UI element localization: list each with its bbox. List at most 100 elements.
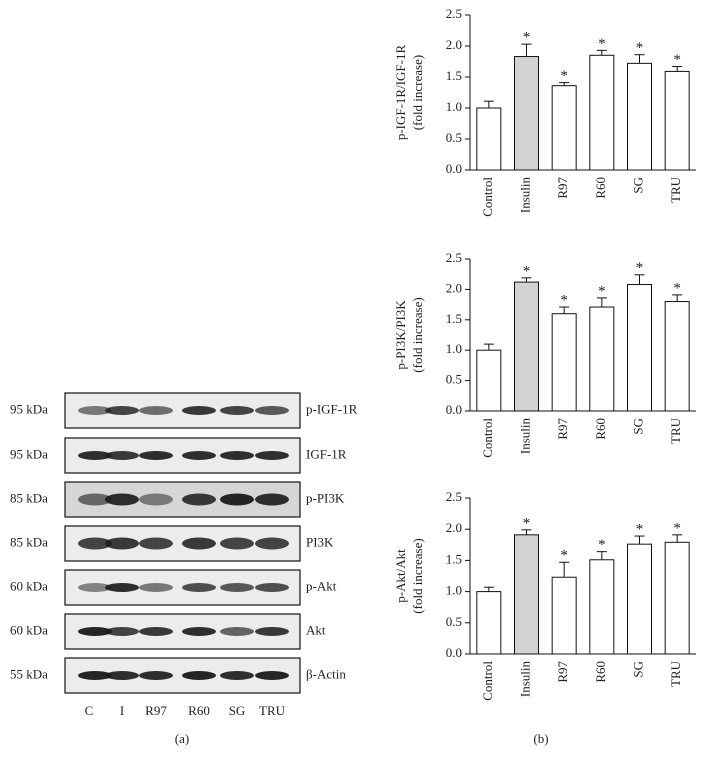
bar — [514, 534, 539, 655]
y-tick-label: 0.0 — [446, 402, 462, 417]
x-tick-label: Insulin — [517, 661, 532, 698]
x-tick-label: R97 — [555, 418, 570, 440]
significance-marker: * — [523, 515, 531, 531]
x-tick-label: Control — [480, 661, 495, 701]
significance-marker: * — [598, 283, 606, 299]
lane-label: TRU — [259, 703, 286, 718]
y-tick-label: 1.0 — [446, 583, 462, 598]
blot-band — [182, 537, 216, 550]
bar — [476, 107, 502, 171]
blot-band — [220, 451, 254, 460]
blot-band — [105, 583, 139, 592]
y-tick-label: 2.0 — [446, 37, 462, 52]
y-axis-label: (fold increase) — [410, 55, 425, 130]
blot-size-label: 95 kDa — [10, 401, 48, 416]
blot-band — [255, 537, 289, 550]
blot-band — [78, 493, 112, 506]
y-tick-label: 1.5 — [446, 311, 462, 326]
blot-band — [255, 406, 289, 415]
blot-protein-label: PI3K — [306, 534, 334, 549]
blot-band — [78, 671, 112, 680]
blot-protein-label: p-IGF-1R — [306, 401, 358, 416]
blot-band — [182, 583, 216, 592]
bar — [627, 62, 652, 171]
y-axis-label: p-Akt/Akt — [393, 549, 408, 603]
bar — [514, 56, 539, 171]
blot-band — [182, 493, 216, 506]
blot-protein-label: IGF-1R — [306, 446, 347, 461]
blot-band — [78, 406, 112, 415]
bar — [627, 284, 652, 412]
lane-label: C — [85, 703, 94, 718]
blot-size-label: 60 kDa — [10, 622, 48, 637]
significance-marker: * — [673, 52, 681, 68]
blot-band — [220, 493, 254, 506]
x-tick-label: SG — [630, 661, 645, 678]
bar — [664, 301, 690, 412]
blot-band — [220, 406, 254, 415]
x-tick-label: TRU — [668, 660, 683, 687]
panel-label: (b) — [533, 731, 548, 746]
bar — [514, 281, 539, 412]
x-tick-label: Control — [480, 177, 495, 217]
blot-band — [255, 451, 289, 460]
y-tick-label: 2.5 — [446, 489, 462, 504]
y-tick-label: 1.5 — [446, 551, 462, 566]
bar — [476, 591, 502, 655]
significance-marker: * — [636, 522, 644, 538]
y-tick-label: 2.0 — [446, 280, 462, 295]
x-tick-label: TRU — [668, 176, 683, 203]
x-tick-label: R60 — [593, 418, 608, 440]
blot-protein-label: β-Actin — [306, 666, 346, 681]
y-axis-label: p-PI3K/PI3K — [393, 300, 408, 370]
significance-marker: * — [523, 263, 531, 279]
y-tick-label: 0.0 — [446, 161, 462, 176]
significance-marker: * — [598, 36, 606, 52]
blot-band — [182, 627, 216, 636]
y-tick-label: 0.5 — [446, 130, 462, 145]
y-tick-label: 0.5 — [446, 614, 462, 629]
y-tick-label: 1.5 — [446, 68, 462, 83]
blot-band — [139, 671, 173, 680]
significance-marker: * — [636, 40, 644, 56]
blot-band — [255, 583, 289, 592]
significance-marker: * — [598, 537, 606, 553]
blot-band — [182, 671, 216, 680]
blot-band — [255, 493, 289, 506]
blot-protein-label: Akt — [306, 622, 326, 637]
blot-band — [182, 406, 216, 415]
significance-marker: * — [673, 520, 681, 536]
y-tick-label: 0.5 — [446, 372, 462, 387]
bar — [664, 70, 690, 171]
blot-protein-label: p-PI3K — [306, 490, 345, 505]
bar — [551, 576, 577, 655]
x-tick-label: Control — [480, 418, 495, 458]
blot-size-label: 55 kDa — [10, 666, 48, 681]
bar — [627, 543, 652, 655]
significance-marker: * — [523, 30, 531, 46]
blot-band — [78, 537, 112, 550]
x-tick-label: R97 — [555, 177, 570, 199]
y-axis-label: (fold increase) — [410, 297, 425, 372]
blot-band — [139, 451, 173, 460]
x-tick-label: R97 — [555, 661, 570, 683]
lane-label: I — [120, 703, 124, 718]
y-tick-label: 2.5 — [446, 6, 462, 21]
significance-marker: * — [560, 292, 568, 308]
bar — [551, 85, 577, 171]
blot-size-label: 95 kDa — [10, 446, 48, 461]
blot-band — [78, 627, 112, 636]
blot-band — [105, 537, 139, 550]
blot-band — [105, 671, 139, 680]
blot-size-label: 85 kDa — [10, 534, 48, 549]
blot-protein-label: p-Akt — [306, 578, 337, 593]
y-tick-label: 1.0 — [446, 99, 462, 114]
bar — [664, 541, 690, 655]
bar — [589, 54, 615, 171]
lane-label: SG — [229, 703, 246, 718]
significance-marker: * — [560, 548, 568, 564]
blot-band — [182, 451, 216, 460]
blot-size-label: 85 kDa — [10, 490, 48, 505]
x-tick-label: SG — [630, 418, 645, 435]
